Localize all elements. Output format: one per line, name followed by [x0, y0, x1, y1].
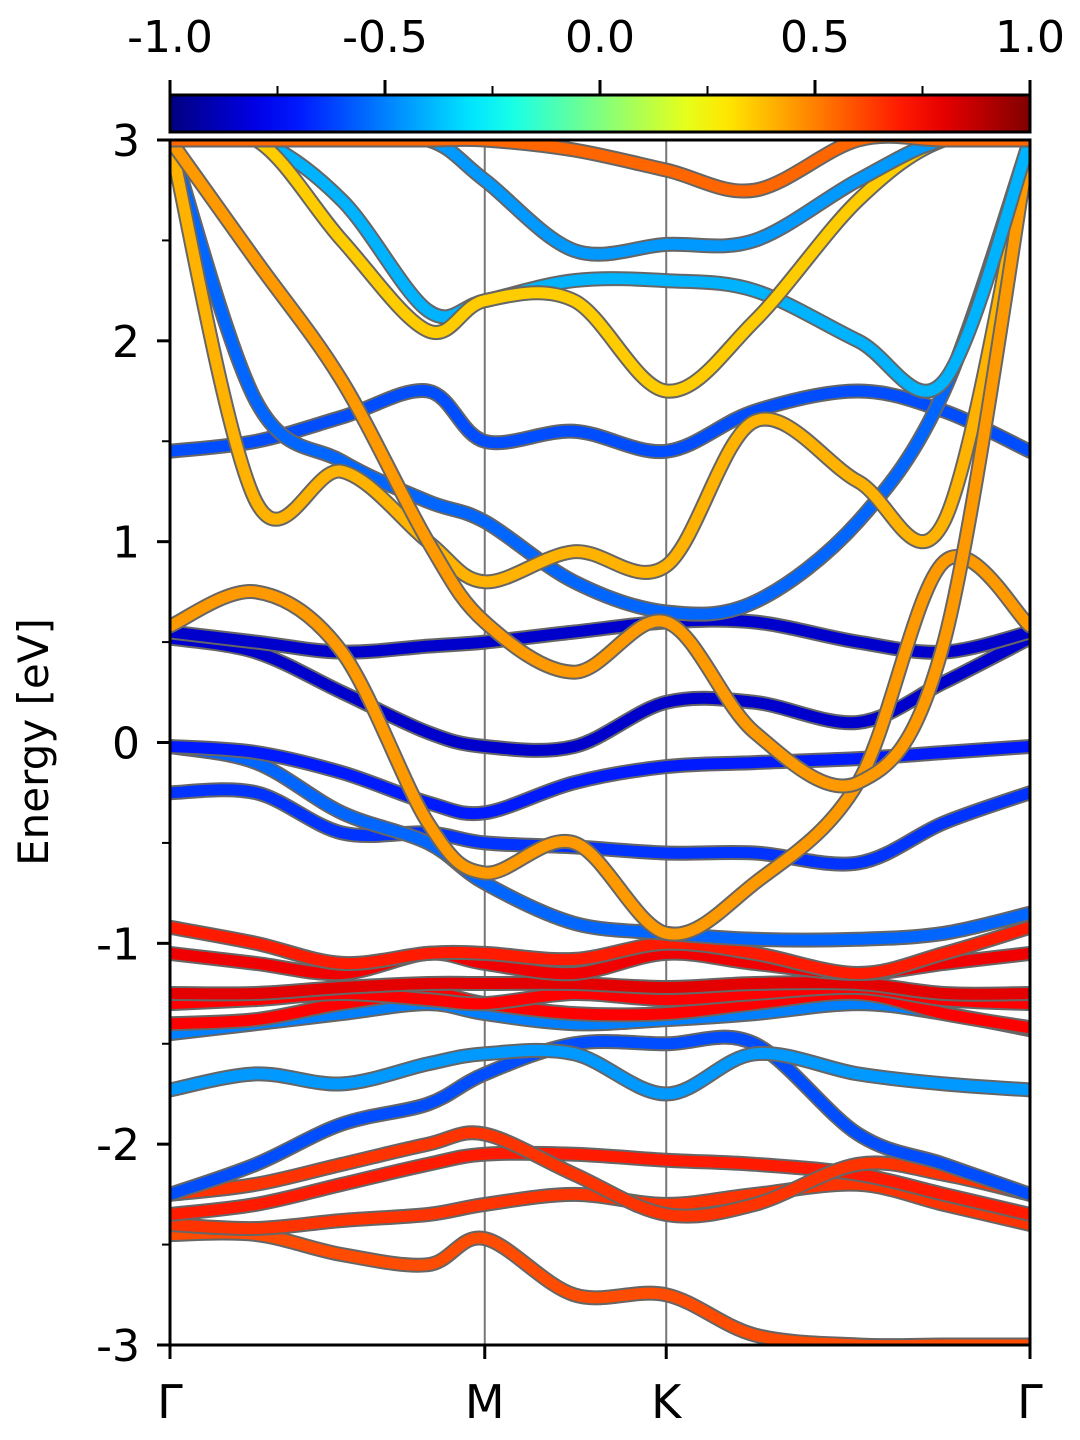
band-line	[170, 140, 1030, 260]
band-line	[170, 140, 1030, 397]
x-tick-label: K	[651, 1375, 683, 1429]
x-tick-label: Γ	[1017, 1375, 1043, 1429]
y-tick-label: 3	[112, 116, 140, 167]
colorbar: -1.0 -0.5 0.0 0.5 1.0	[127, 12, 1065, 134]
band-line	[170, 1044, 1030, 1100]
colorbar-tick-label: 0.0	[565, 12, 635, 63]
band-line	[170, 140, 1030, 197]
band-line	[170, 1127, 1030, 1222]
band-line	[170, 1227, 1030, 1345]
band-line	[170, 1031, 1030, 1200]
band-line	[170, 741, 1030, 946]
colorbar-gradient	[168, 93, 1032, 134]
band-line	[170, 140, 1030, 620]
bands	[170, 140, 1030, 1345]
band-line	[170, 614, 1030, 658]
band-line	[170, 385, 1030, 458]
y-tick-label: 1	[112, 518, 140, 569]
band-line	[170, 140, 1030, 588]
x-tick-label: Γ	[157, 1375, 183, 1429]
band-line	[170, 1178, 1030, 1235]
y-tick-label: 2	[112, 317, 140, 368]
colorbar-tick-label: 0.5	[780, 12, 850, 63]
y-tick-label: -1	[96, 919, 140, 970]
y-axis-label: Energy [eV]	[9, 618, 58, 866]
band-line	[170, 921, 1030, 980]
x-tick-label: M	[465, 1375, 505, 1429]
band-line	[170, 1147, 1030, 1220]
y-tick-label: 0	[112, 719, 140, 770]
y-tick-label: -3	[96, 1321, 140, 1372]
colorbar-tick-label: 1.0	[995, 12, 1065, 63]
colorbar-tick-label: -1.0	[127, 12, 213, 63]
band-line	[170, 140, 1030, 792]
y-axis: 3 2 1 0 -1 -2 -3	[96, 116, 170, 1372]
colorbar-tick-label: -0.5	[342, 12, 428, 63]
band-line	[170, 551, 1030, 940]
y-tick-label: -2	[96, 1120, 140, 1171]
band-line	[170, 140, 1030, 397]
band-line	[170, 977, 1030, 1000]
